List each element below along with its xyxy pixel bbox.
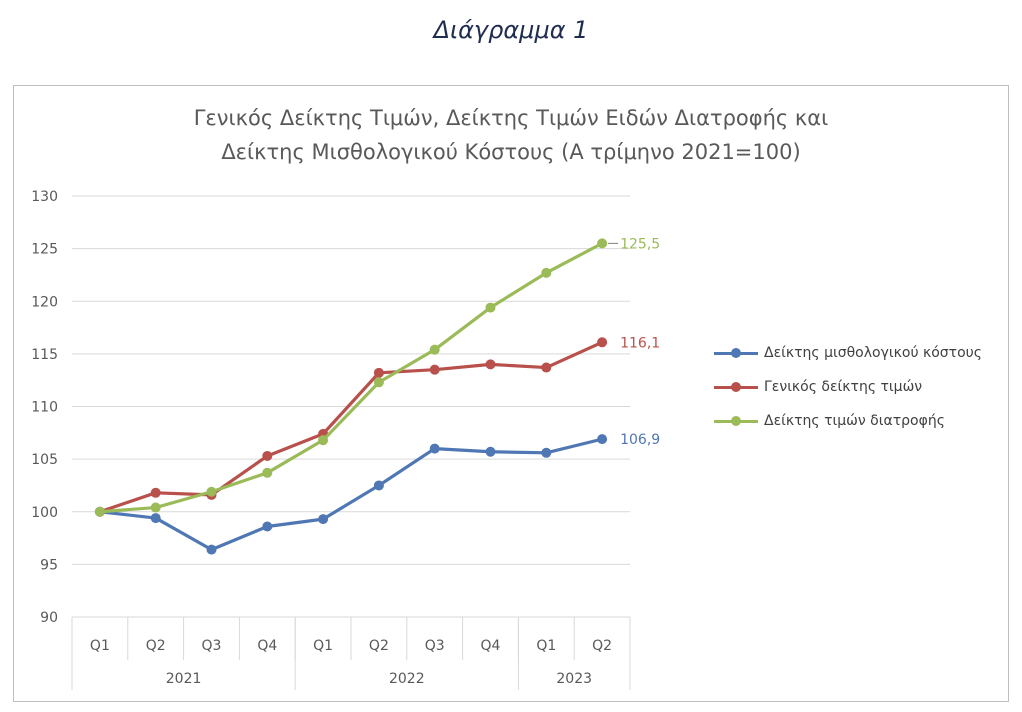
data-point-s2-2 xyxy=(206,486,217,497)
legend-label-food-price: Δείκτης τιμών διατροφής xyxy=(764,413,945,429)
data-point-s1-9 xyxy=(597,337,608,348)
data-point-s1-6 xyxy=(429,364,440,375)
x-tick-label-q2: Q2 xyxy=(369,638,389,654)
x-tick-label-q4: Q4 xyxy=(481,638,501,654)
x-tick-label-q1: Q1 xyxy=(536,638,556,654)
legend-swatch-food-price xyxy=(714,415,758,427)
x-tick-label-q1: Q1 xyxy=(90,638,110,654)
year-label-2023: 2023 xyxy=(556,671,592,687)
y-tick-label-120: 120 xyxy=(31,294,58,310)
data-point-s2-8 xyxy=(541,267,552,278)
chart-title-line-2: Δείκτης Μισθολογικού Κόστους (Α τρίμηνο … xyxy=(221,140,801,164)
series-line-1 xyxy=(98,340,604,514)
data-point-s0-1 xyxy=(150,513,161,524)
x-tick-label-q3: Q3 xyxy=(202,638,222,654)
series-line-0 xyxy=(98,437,604,552)
data-point-s1-3 xyxy=(262,450,273,461)
data-point-s2-6 xyxy=(429,344,440,355)
end-label-s2: 125,5 xyxy=(620,236,660,252)
data-point-s0-9 xyxy=(597,434,608,445)
x-tick-label-q4: Q4 xyxy=(257,638,277,654)
legend-item-food-price: Δείκτης τιμών διατροφής xyxy=(714,404,982,438)
data-point-s1-7 xyxy=(485,359,496,370)
chart-title: Γενικός Δείκτης Τιμών, Δείκτης Τιμών Ειδ… xyxy=(0,101,1022,169)
y-tick-label-115: 115 xyxy=(31,347,58,363)
y-tick-label-130: 130 xyxy=(31,189,58,205)
data-point-s2-4 xyxy=(318,435,329,446)
data-point-s1-1 xyxy=(150,487,161,498)
data-point-s0-3 xyxy=(262,521,273,532)
data-point-s2-5 xyxy=(373,377,384,388)
data-point-s2-3 xyxy=(262,467,273,478)
x-tick-label-q2: Q2 xyxy=(146,638,166,654)
end-label-s1: 116,1 xyxy=(620,335,660,351)
legend-swatch-wage-cost xyxy=(714,347,758,359)
chart-frame xyxy=(13,85,1009,702)
x-tick-label-q2: Q2 xyxy=(592,638,612,654)
series-line-2 xyxy=(98,241,604,514)
x-tick-label-q1: Q1 xyxy=(313,638,333,654)
y-tick-label-125: 125 xyxy=(31,242,58,258)
x-tick-label-q3: Q3 xyxy=(425,638,445,654)
data-point-s2-9 xyxy=(597,238,608,249)
end-label-s0: 106,9 xyxy=(620,432,660,448)
data-point-s2-7 xyxy=(485,302,496,313)
legend-label-general-price: Γενικός δείκτης τιμών xyxy=(764,379,923,395)
y-tick-label-100: 100 xyxy=(31,505,58,521)
legend-item-wage-cost: Δείκτης μισθολογικού κόστους xyxy=(714,336,982,370)
data-point-s2-1 xyxy=(150,502,161,513)
data-point-s0-8 xyxy=(541,447,552,458)
year-label-2021: 2021 xyxy=(166,671,202,687)
legend-label-wage-cost: Δείκτης μισθολογικού κόστους xyxy=(764,345,982,361)
data-point-s0-2 xyxy=(206,544,217,555)
chart-title-line-1: Γενικός Δείκτης Τιμών, Δείκτης Τιμών Ειδ… xyxy=(193,106,829,130)
data-point-s0-7 xyxy=(485,446,496,457)
y-tick-label-110: 110 xyxy=(31,400,58,416)
data-point-s0-6 xyxy=(429,443,440,454)
figure-caption: Διάγραμμα 1 xyxy=(433,16,589,44)
data-point-s1-5 xyxy=(373,367,384,378)
y-tick-label-105: 105 xyxy=(31,452,58,468)
legend-swatch-general-price xyxy=(714,381,758,393)
y-tick-label-95: 95 xyxy=(40,557,58,573)
y-tick-label-90: 90 xyxy=(40,610,58,626)
legend-item-general-price: Γενικός δείκτης τιμών xyxy=(714,370,982,404)
chart-legend: Δείκτης μισθολογικού κόστους Γενικός δεί… xyxy=(714,336,982,438)
data-point-s0-5 xyxy=(373,480,384,491)
data-point-s2-0 xyxy=(94,506,105,517)
data-point-s1-8 xyxy=(541,362,552,373)
data-point-s0-4 xyxy=(318,514,329,525)
year-label-2022: 2022 xyxy=(389,671,425,687)
